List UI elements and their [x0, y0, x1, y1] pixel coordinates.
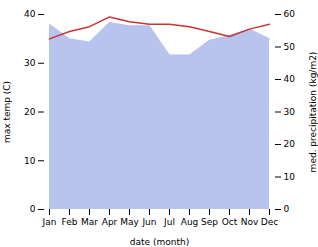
svg-text:20: 20	[24, 107, 36, 117]
svg-text:Sep: Sep	[201, 217, 218, 227]
svg-text:40: 40	[24, 9, 36, 19]
svg-text:Oct: Oct	[222, 217, 238, 227]
svg-text:60: 60	[284, 9, 296, 19]
svg-text:10: 10	[284, 172, 296, 182]
svg-text:0: 0	[30, 204, 36, 214]
svg-text:Dec: Dec	[261, 217, 278, 227]
svg-text:50: 50	[284, 42, 296, 52]
svg-text:0: 0	[284, 204, 290, 214]
svg-text:Nov: Nov	[241, 217, 259, 227]
svg-text:Jul: Jul	[163, 217, 175, 227]
svg-text:Jun: Jun	[141, 217, 156, 227]
svg-text:med. precipitation (kg/m2): med. precipitation (kg/m2)	[308, 52, 318, 173]
svg-text:max temp (C): max temp (C)	[2, 81, 12, 143]
svg-text:Mar: Mar	[81, 217, 98, 227]
svg-text:Aug: Aug	[181, 217, 199, 227]
svg-text:30: 30	[284, 107, 296, 117]
svg-text:20: 20	[284, 139, 296, 149]
svg-text:30: 30	[24, 58, 36, 68]
svg-text:10: 10	[24, 156, 36, 166]
svg-text:Apr: Apr	[102, 217, 118, 227]
svg-text:Jan: Jan	[42, 217, 57, 227]
svg-text:date (month): date (month)	[130, 237, 189, 247]
svg-text:May: May	[120, 217, 139, 227]
svg-text:Feb: Feb	[62, 217, 78, 227]
svg-text:40: 40	[284, 74, 296, 84]
